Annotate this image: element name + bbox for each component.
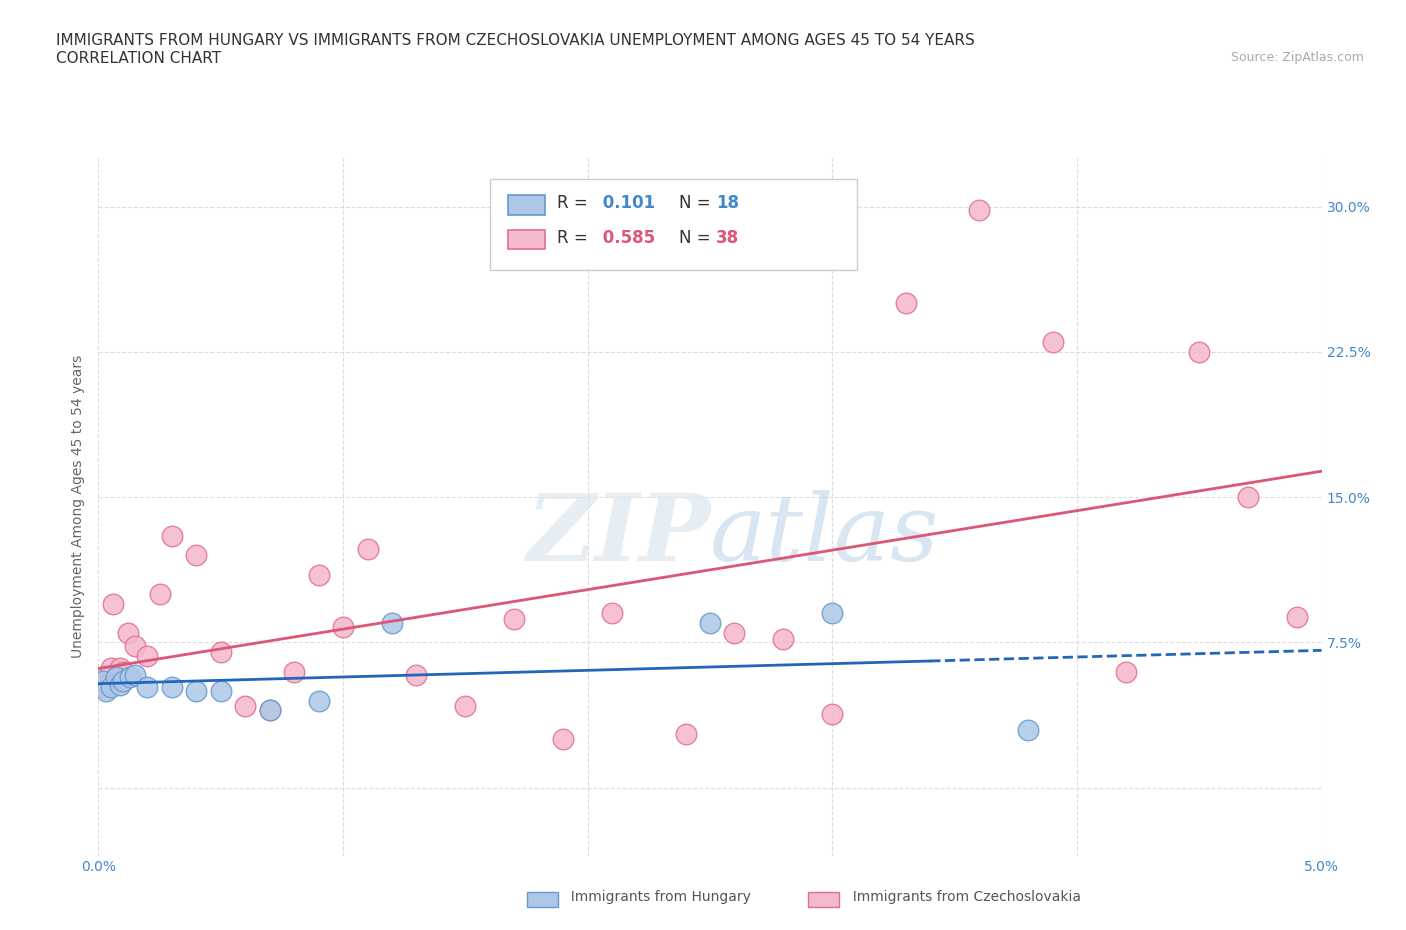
- Text: Immigrants from Hungary: Immigrants from Hungary: [562, 890, 751, 905]
- Point: [104, 673, 127, 688]
- FancyBboxPatch shape: [508, 195, 546, 215]
- Point: [1286, 610, 1309, 625]
- Text: ZIP: ZIP: [526, 490, 710, 579]
- FancyBboxPatch shape: [808, 892, 839, 907]
- Point: [894, 296, 917, 311]
- Point: [454, 699, 477, 714]
- Text: 0.101: 0.101: [598, 194, 655, 212]
- Point: [283, 664, 305, 679]
- Point: [111, 673, 134, 688]
- Point: [675, 726, 697, 741]
- Point: [94, 684, 117, 698]
- Point: [117, 625, 139, 640]
- Point: [259, 703, 281, 718]
- FancyBboxPatch shape: [527, 892, 558, 907]
- Point: [97, 678, 120, 693]
- Point: [111, 664, 134, 679]
- Point: [723, 625, 745, 640]
- Point: [94, 668, 117, 683]
- Point: [356, 542, 378, 557]
- Point: [209, 684, 232, 698]
- Point: [308, 693, 330, 708]
- Point: [1115, 664, 1137, 679]
- Point: [405, 668, 427, 683]
- Point: [160, 528, 183, 543]
- Text: 0.585: 0.585: [598, 230, 655, 247]
- Point: [136, 648, 159, 663]
- Point: [821, 707, 844, 722]
- Point: [1237, 490, 1260, 505]
- Text: Source: ZipAtlas.com: Source: ZipAtlas.com: [1230, 51, 1364, 64]
- Point: [104, 670, 127, 684]
- Point: [1188, 344, 1211, 359]
- Point: [699, 616, 721, 631]
- Point: [233, 699, 256, 714]
- Point: [149, 587, 172, 602]
- Text: R =: R =: [557, 194, 593, 212]
- Point: [1042, 335, 1064, 350]
- Point: [553, 732, 575, 747]
- Text: 18: 18: [716, 194, 740, 212]
- FancyBboxPatch shape: [489, 179, 856, 270]
- Text: N =: N =: [679, 230, 716, 247]
- Point: [259, 703, 281, 718]
- Text: R =: R =: [557, 230, 593, 247]
- Point: [1017, 723, 1039, 737]
- Point: [124, 639, 146, 654]
- Text: N =: N =: [679, 194, 716, 212]
- Point: [100, 680, 122, 695]
- Point: [100, 660, 122, 675]
- Point: [186, 548, 208, 563]
- Y-axis label: Unemployment Among Ages 45 to 54 years: Unemployment Among Ages 45 to 54 years: [72, 355, 86, 658]
- Point: [186, 684, 208, 698]
- Point: [332, 619, 354, 634]
- Point: [772, 631, 794, 646]
- Text: 38: 38: [716, 230, 740, 247]
- Text: CORRELATION CHART: CORRELATION CHART: [56, 51, 221, 66]
- Text: Immigrants from Czechoslovakia: Immigrants from Czechoslovakia: [844, 890, 1081, 905]
- Text: atlas: atlas: [710, 490, 939, 579]
- Point: [124, 668, 146, 683]
- Point: [821, 606, 844, 621]
- FancyBboxPatch shape: [508, 230, 546, 249]
- Point: [381, 616, 404, 631]
- Text: IMMIGRANTS FROM HUNGARY VS IMMIGRANTS FROM CZECHOSLOVAKIA UNEMPLOYMENT AMONG AGE: IMMIGRANTS FROM HUNGARY VS IMMIGRANTS FR…: [56, 33, 974, 47]
- Point: [91, 680, 114, 695]
- Point: [101, 596, 124, 611]
- Point: [120, 670, 142, 684]
- Point: [91, 673, 114, 688]
- Point: [90, 673, 112, 688]
- Point: [600, 606, 623, 621]
- Point: [503, 612, 526, 627]
- Point: [160, 680, 183, 695]
- Point: [110, 660, 132, 675]
- Point: [209, 644, 232, 659]
- Point: [136, 680, 159, 695]
- Point: [308, 567, 330, 582]
- Point: [967, 203, 990, 218]
- Point: [110, 678, 132, 693]
